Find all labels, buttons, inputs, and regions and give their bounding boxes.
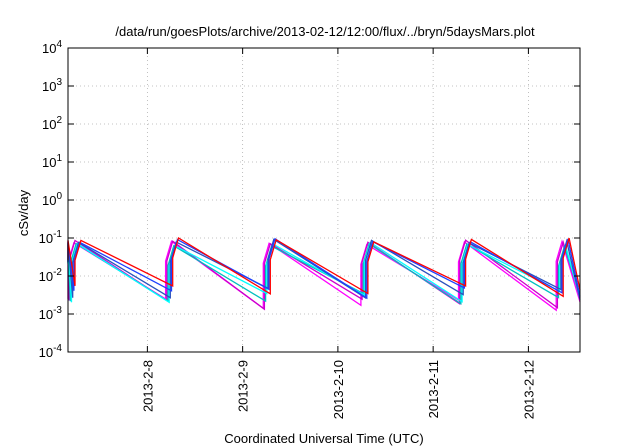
- y-tick-label: 10-2: [39, 267, 63, 284]
- y-tick-label: 10-1: [39, 229, 63, 246]
- x-axis-label: Coordinated Universal Time (UTC): [224, 431, 423, 446]
- x-tick-label: 2013-2-12: [521, 360, 536, 419]
- series-group: [67, 237, 581, 312]
- x-tick-label: 2013-2-11: [426, 360, 441, 418]
- y-tick-label: 10-3: [39, 305, 63, 322]
- y-tick-base: 10: [42, 117, 56, 132]
- x-tick-label: 2013-2-10: [331, 360, 346, 419]
- y-tick-exponent: -2: [53, 267, 62, 278]
- y-axis-label: cSv/day: [16, 189, 31, 236]
- y-tick-exponent: 3: [56, 77, 62, 88]
- y-tick-base: 10: [39, 345, 53, 360]
- y-tick-base: 10: [39, 231, 53, 246]
- y-tick-base: 10: [39, 307, 53, 322]
- y-tick-label: 101: [42, 153, 62, 170]
- y-tick-exponent: -3: [53, 305, 62, 316]
- y-tick-exponent: 4: [56, 39, 62, 50]
- data-series-line: [67, 237, 581, 298]
- y-tick-base: 10: [42, 155, 56, 170]
- x-tick-label: 2013-2-9: [236, 360, 251, 412]
- data-series-line: [67, 242, 581, 305]
- y-tick-exponent: 2: [56, 115, 62, 126]
- x-tick-label: 2013-2-8: [140, 360, 155, 412]
- y-tick-label: 10-4: [39, 343, 63, 360]
- chart-title: /data/run/goesPlots/archive/2013-02-12/1…: [115, 24, 535, 39]
- y-tick-base: 10: [42, 193, 56, 208]
- data-series-line: [67, 239, 581, 311]
- y-tick-label: 102: [42, 115, 62, 132]
- y-tick-exponent: 1: [56, 153, 62, 164]
- y-tick-exponent: -1: [53, 229, 62, 240]
- y-tick-label: 103: [42, 77, 62, 94]
- y-tick-label: 100: [42, 191, 62, 208]
- y-tick-exponent: -4: [53, 343, 62, 354]
- grid-lines: [68, 48, 580, 352]
- y-tick-base: 10: [42, 79, 56, 94]
- x-axis: 2013-2-8 2013-2-9 2013-2-10 2013-2-11 2013-2…: [140, 48, 536, 419]
- y-tick-base: 10: [39, 269, 53, 284]
- y-tick-exponent: 0: [56, 191, 62, 202]
- data-series-line: [67, 238, 581, 300]
- y-tick-base: 10: [42, 41, 56, 56]
- y-tick-label: 104: [42, 39, 62, 56]
